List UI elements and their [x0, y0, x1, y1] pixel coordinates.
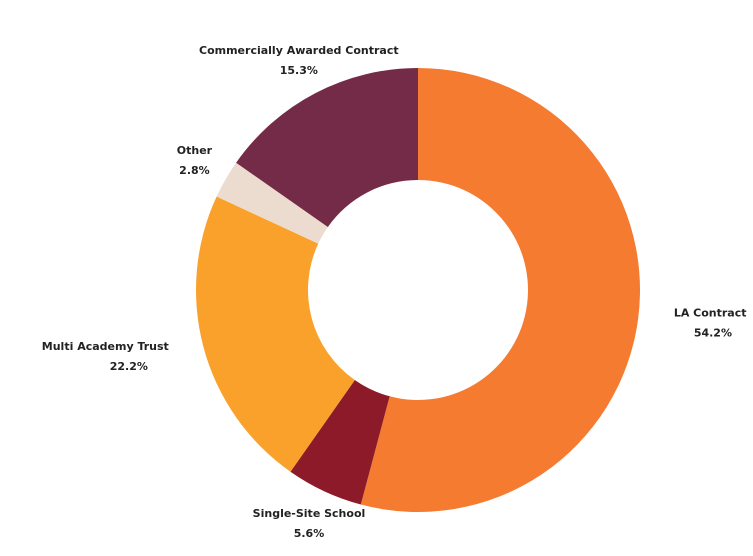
donut-slice — [236, 68, 418, 227]
slice-label: Other — [177, 144, 213, 157]
slice-label: Commercially Awarded Contract — [199, 44, 399, 57]
slice-value-label: 22.2% — [110, 360, 148, 373]
slice-value-label: 2.8% — [179, 164, 210, 177]
slice-value-label: 5.6% — [294, 527, 325, 540]
donut-slice — [216, 162, 328, 244]
slice-label: Single-Site School — [253, 507, 366, 520]
slice-label: LA Contract — [674, 307, 747, 320]
donut-slice — [360, 68, 640, 512]
slice-label: Multi Academy Trust — [42, 340, 169, 353]
donut-slice — [290, 380, 390, 505]
slice-value-label: 54.2% — [694, 327, 732, 340]
slice-value-label: 15.3% — [280, 64, 318, 77]
donut-slice — [196, 196, 355, 472]
